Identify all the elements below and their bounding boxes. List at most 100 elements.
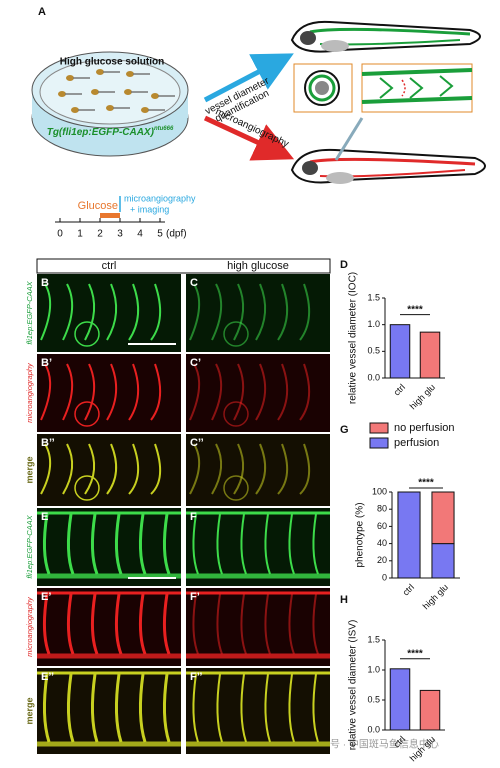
panel-label: C’ [190, 357, 201, 369]
micrograph [37, 588, 181, 666]
arrow [203, 53, 294, 103]
row-label: microangiography [25, 596, 34, 657]
isv [264, 513, 271, 575]
isv [264, 593, 271, 655]
timeline-tick-label: 4 [137, 229, 143, 240]
isv [312, 513, 319, 575]
watermark: 号 · 中国斑马鱼信息中心 [330, 738, 439, 751]
eye-vessel [223, 321, 249, 347]
fish-head [124, 89, 132, 95]
vessel [84, 283, 96, 341]
isv [138, 513, 147, 575]
y-tick-label: 20 [377, 555, 387, 565]
isv [240, 673, 247, 743]
isv [114, 513, 123, 575]
vessel [299, 443, 311, 495]
isv [66, 593, 75, 655]
isv [288, 673, 295, 743]
bar-segment [431, 491, 455, 545]
micrograph [186, 434, 330, 506]
isv [114, 593, 123, 655]
eye-vessel [74, 321, 100, 347]
vessel [211, 283, 223, 341]
isv [216, 513, 223, 575]
image-grid: ctrl high glucose fli1ep:EGFP-CAAX B Cmicroa… [24, 258, 331, 754]
eye-vessel [74, 475, 100, 501]
isv [42, 513, 51, 575]
legend-swatch [369, 437, 389, 449]
isv [90, 673, 99, 743]
bar-segment [431, 543, 455, 579]
y-tick-label: 100 [372, 486, 387, 496]
significance-label: **** [407, 304, 423, 315]
panel-label: B’’ [41, 437, 55, 449]
isv [162, 593, 171, 655]
timeline: 0 1 2 3 4 5 (dpf) Glucose microangiography+ imag… [55, 193, 196, 240]
bar [389, 324, 411, 379]
panel-label: F [190, 511, 197, 523]
eye-vessel [74, 401, 100, 427]
eye-vessel [223, 475, 249, 501]
vessel [150, 283, 162, 341]
micrograph [37, 434, 181, 506]
timeline-tick-label: 0 [57, 229, 63, 240]
vessel [62, 283, 74, 341]
panel-label: B [41, 277, 49, 289]
fish-illustration [290, 20, 486, 184]
y-tick-label: 0.0 [367, 372, 380, 382]
column-header: ctrl [102, 260, 117, 272]
isv [312, 593, 319, 655]
micrograph [186, 588, 330, 666]
fish-head [71, 107, 79, 113]
column-header: high glucose [227, 260, 289, 272]
fish-group [58, 69, 175, 113]
isv [240, 513, 247, 575]
treatment-bar [100, 213, 120, 218]
vessel [211, 443, 223, 495]
vessel [84, 363, 96, 421]
row-label: microangiography [25, 362, 34, 423]
vessel [40, 363, 52, 421]
vessel [150, 363, 162, 421]
vessel [40, 443, 52, 495]
bar [389, 668, 411, 731]
panel-label: E’ [41, 591, 51, 603]
timeline-tick-label: 2 [97, 229, 103, 240]
panel-label: E [41, 511, 48, 523]
panel-label: F’’ [190, 671, 202, 683]
transgene-superscript: ntu666 [154, 126, 174, 132]
timeline-unit: (dpf) [166, 229, 187, 240]
isv [42, 593, 51, 655]
vessel [233, 283, 245, 341]
legend-label: perfusion [394, 437, 439, 449]
isv [162, 673, 171, 743]
fish-head [141, 107, 149, 113]
vessel [211, 363, 223, 421]
row-label: merge [24, 697, 34, 724]
vessel [128, 443, 140, 495]
vessel [106, 443, 118, 495]
y-axis-label: relative vessel diameter (IOC) [348, 272, 359, 404]
isv [192, 593, 199, 655]
fish-head [91, 89, 99, 95]
vessel [255, 443, 267, 495]
panel-label: E’’ [41, 671, 54, 683]
isv [138, 673, 147, 743]
fish-head [58, 91, 66, 97]
y-tick-label: 0.0 [367, 724, 380, 734]
vessel [84, 443, 96, 495]
vessel [128, 363, 140, 421]
y-tick-label: 1.5 [367, 634, 380, 644]
imaging-label: microangiography [124, 193, 196, 203]
y-tick-label: 80 [377, 504, 387, 514]
y-tick-label: 1.0 [367, 319, 380, 329]
vessel [233, 443, 245, 495]
panel-label: F’ [190, 591, 200, 603]
vessel [106, 283, 118, 341]
row-label: merge [24, 456, 34, 483]
arrow [203, 115, 295, 161]
vessel [277, 283, 289, 341]
treatment-label: Glucose [78, 200, 118, 212]
transgene: Tg(fli1ep:EGFP-CAAX)ntu666 [47, 126, 174, 138]
y-tick-label: 60 [377, 521, 387, 531]
